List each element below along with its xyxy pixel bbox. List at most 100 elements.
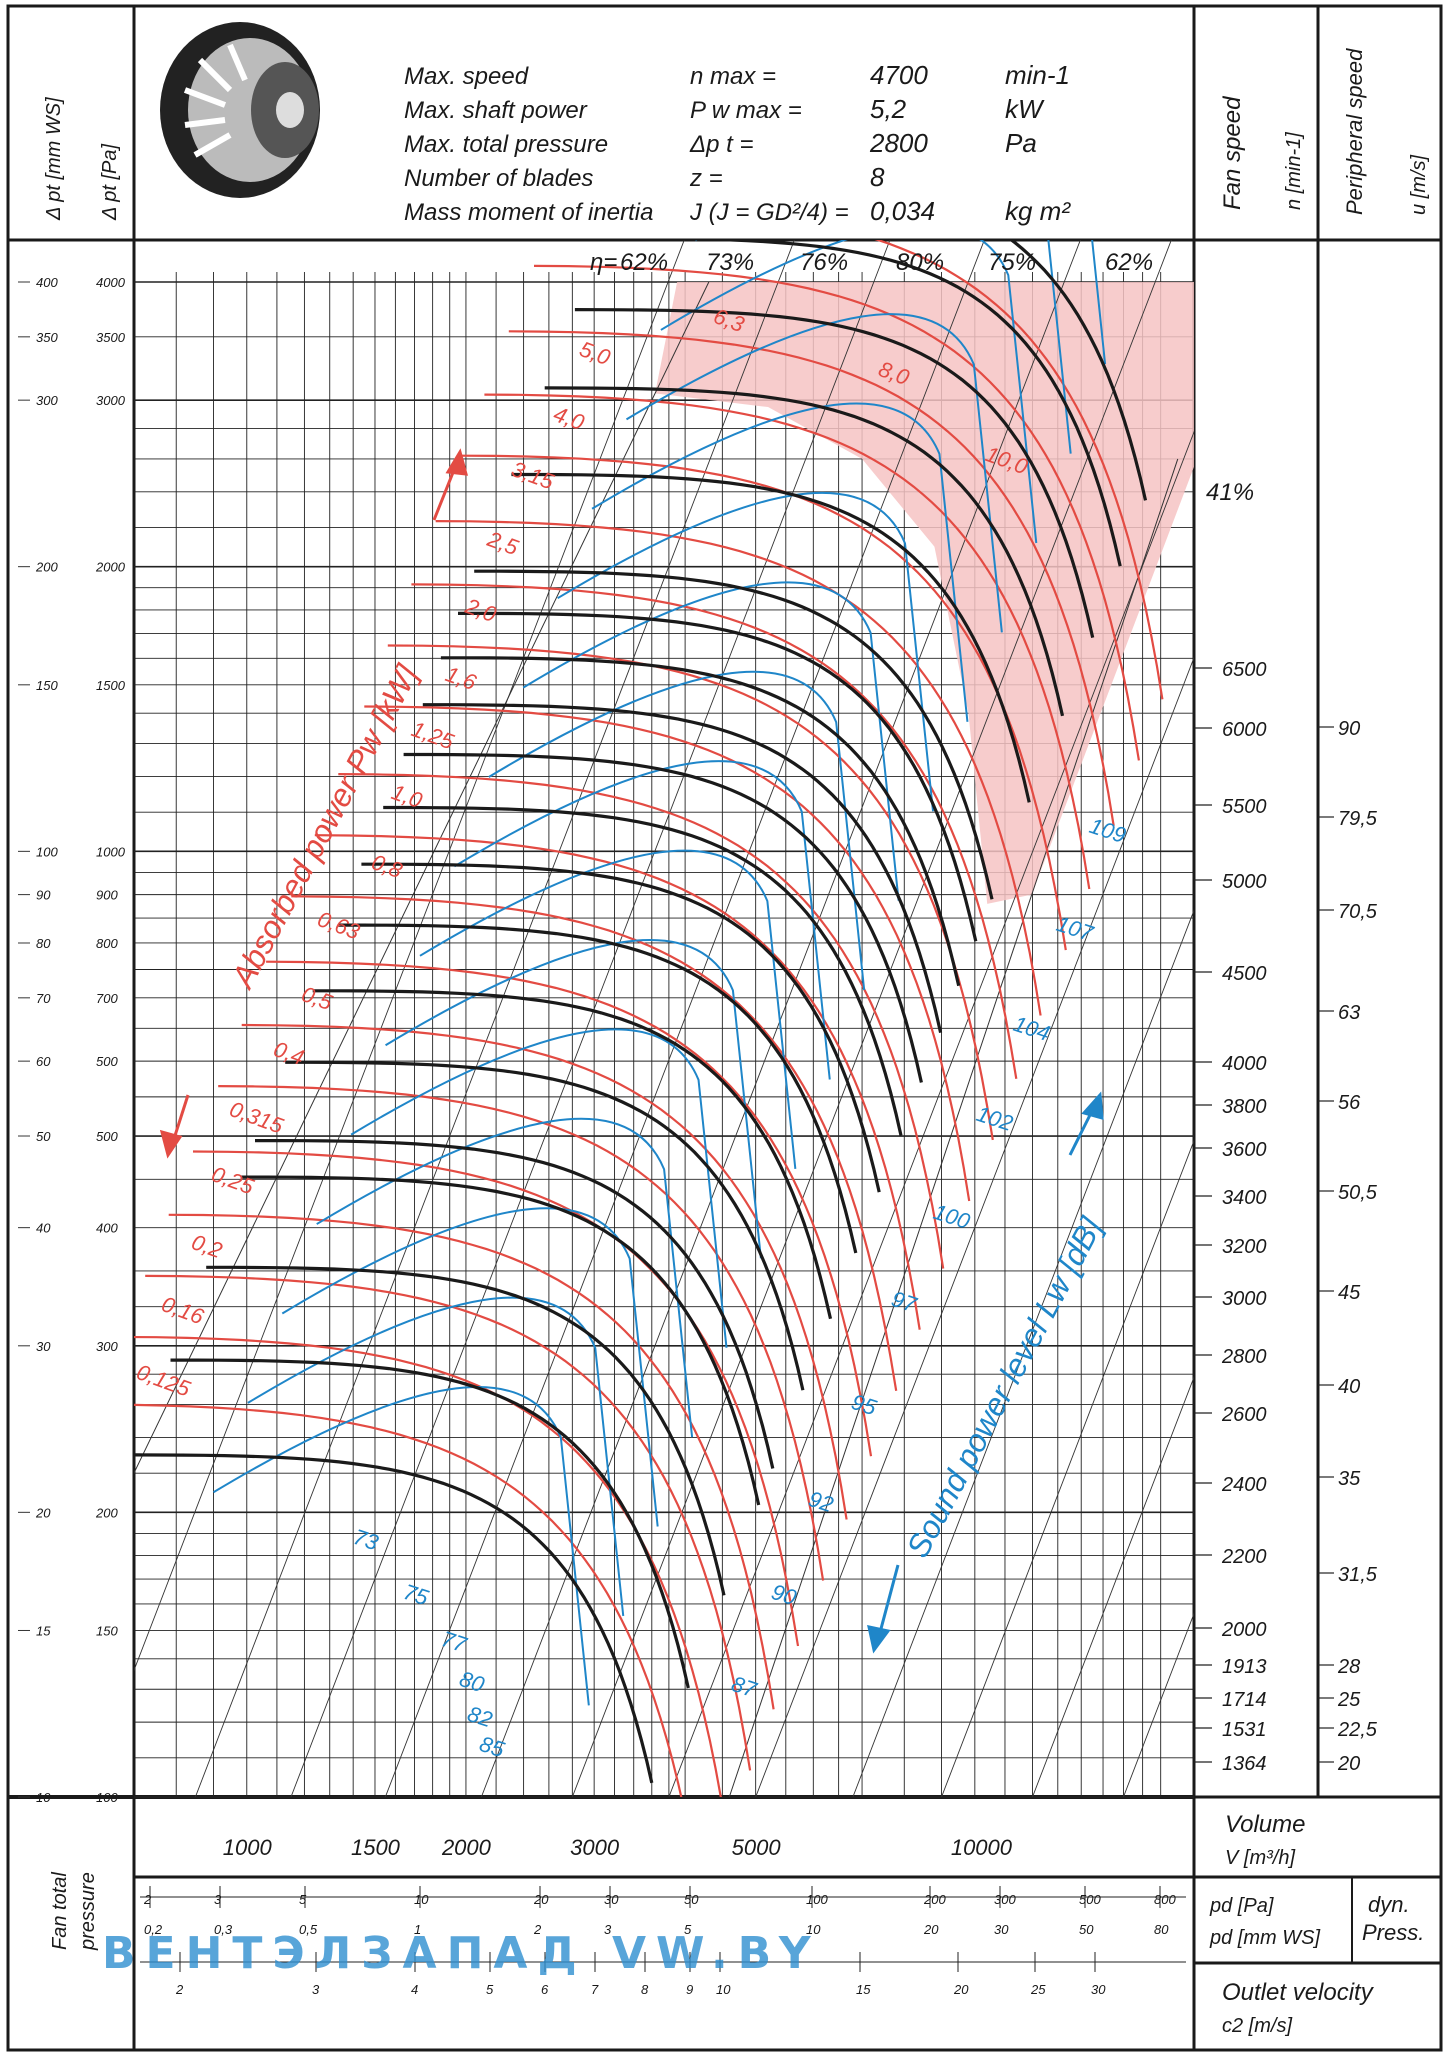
dyn-mmws-tick-label: 10 — [806, 1922, 821, 1937]
power-label: 0,8 — [368, 849, 406, 883]
spec-table: Max. speed Max. shaft power Max. total p… — [404, 60, 1071, 226]
power-curve — [460, 454, 1067, 951]
volume-label: Volume — [1225, 1811, 1305, 1838]
velocity-tick-label: 3 — [312, 1982, 320, 1997]
speed-curve — [338, 923, 858, 1254]
left-pa-tick-label: 3500 — [96, 330, 126, 345]
power-label: 3,15 — [508, 456, 558, 494]
spec-value-3: 8 — [870, 162, 885, 192]
left-pa-tick-label: 100 — [96, 1790, 118, 1805]
left-mmws-tick-label: 15 — [36, 1623, 51, 1638]
dyn-pa-tick-label: 20 — [533, 1892, 549, 1907]
left-axis-pa-label: Δ pt [Pa] — [99, 144, 121, 221]
dyn-pa-tick-label: 30 — [604, 1892, 619, 1907]
dyn-pa-tick-label: 10 — [414, 1892, 429, 1907]
pd-mmws-label: pd [mm WS] — [1209, 1927, 1320, 1949]
sound-curve — [660, 240, 1038, 544]
left-boundary — [134, 281, 710, 1475]
spec-symbol-1: P w max = — [690, 97, 802, 124]
power-label: 1,6 — [442, 661, 480, 695]
speed-curve — [511, 472, 1031, 803]
power-label: 2,0 — [461, 593, 500, 628]
power-curve — [484, 393, 1091, 890]
efficiency-line — [384, 240, 985, 1797]
power-curve — [168, 1213, 775, 1710]
peripheral-tick-label: 70,5 — [1338, 901, 1378, 923]
frame — [6, 4, 1443, 2052]
left-mmws-tick-label: 400 — [36, 275, 58, 290]
power-curve — [338, 773, 945, 1269]
velocity-tick-label: 7 — [591, 1982, 599, 1997]
fan-speed-tick-label: 2800 — [1221, 1346, 1267, 1368]
spec-unit-2: Pa — [1005, 128, 1037, 158]
left-mmws-tick-label: 60 — [36, 1054, 51, 1069]
fan-speed-tick-label: 3200 — [1222, 1236, 1267, 1258]
velocity-tick-label: 6 — [541, 1982, 549, 1997]
efficiency-line — [480, 240, 1081, 1797]
efficiency-line — [1209, 0, 1449, 1797]
efficiency-2: 76% — [800, 249, 848, 276]
sound-curves — [212, 240, 1107, 1706]
power-curve — [874, 240, 1164, 700]
dyn-pa-tick-label: 2 — [143, 1892, 152, 1907]
dyn-mmws-tick-label: 1 — [414, 1922, 421, 1937]
spec-symbol-0: n max = — [690, 63, 776, 90]
spec-label-1: Max. shaft power — [404, 97, 588, 124]
efficiency-41: 41% — [1206, 479, 1254, 506]
efficiency-prefix: η= — [590, 249, 617, 276]
spec-value-4: 0,034 — [870, 196, 935, 226]
fan-speed-tick-label: 2400 — [1221, 1474, 1267, 1496]
speed-curve — [474, 569, 994, 900]
fan-speed-tick-label: 6500 — [1222, 659, 1267, 681]
fan-speed-tick-label: 1531 — [1222, 1719, 1267, 1741]
fan-speed-label: Fan speed — [1219, 96, 1246, 210]
volume-tick-label: 2000 — [441, 1835, 492, 1860]
spec-label-4: Mass moment of inertia — [404, 199, 653, 226]
spec-unit-4: kg m² — [1005, 196, 1071, 226]
dyn-mmws-tick-label: 0,5 — [299, 1922, 318, 1937]
sound-curve — [385, 939, 762, 1259]
dyn-mmws-tick-label: 80 — [1154, 1922, 1169, 1937]
speed-curve — [134, 1453, 654, 1784]
fan-speed-tick-label: 2600 — [1221, 1404, 1267, 1426]
peripheral-tick-label: 79,5 — [1338, 808, 1378, 830]
sound-curve — [522, 581, 900, 901]
left-mmws-tick-label: 80 — [36, 936, 51, 951]
efficiency-5: 62% — [1105, 249, 1153, 276]
peripheral-tick-label: 20 — [1337, 1753, 1360, 1775]
sound-label: 73 — [350, 1524, 382, 1556]
speed-curve — [361, 862, 881, 1193]
volume-axis: Volume V [m³/h] — [1225, 1811, 1305, 1869]
power-arrows — [159, 448, 469, 1159]
left-pa-tick-label: 300 — [96, 1339, 118, 1354]
dyn-label: dyn. — [1368, 1892, 1410, 1917]
left-axis-mmws-label: Δ pt [mm WS] — [43, 97, 65, 221]
spec-unit-1: kW — [1005, 94, 1045, 124]
peripheral-tick-label: 50,5 — [1338, 1182, 1378, 1204]
dyn-mmws-tick-label: 3 — [604, 1922, 612, 1937]
dyn-pa-tick-label: 200 — [923, 1892, 946, 1907]
left-mmws-tick-label: 50 — [36, 1129, 51, 1144]
spec-symbol-3: z = — [689, 165, 723, 192]
sound-label: 75 — [400, 1579, 432, 1611]
speed-curve — [458, 611, 978, 942]
outlet-velocity-label: Outlet velocity — [1222, 1979, 1375, 2006]
power-label: 0,25 — [208, 1161, 258, 1199]
sound-label: 95 — [848, 1389, 880, 1421]
left-pa-tick-label: 2000 — [95, 560, 126, 575]
volume-unit: V [m³/h] — [1225, 1847, 1295, 1869]
impeller-icon — [160, 22, 320, 198]
fan-speed-unit: n [min-1] — [1283, 132, 1305, 210]
fan-speed-tick-label: 3000 — [1222, 1288, 1267, 1310]
velocity-tick-label: 15 — [856, 1982, 871, 1997]
left-pa-tick-label: 1500 — [96, 678, 126, 693]
left-mmws-tick-label: 90 — [36, 888, 51, 903]
left-pa-tick-label: 800 — [96, 936, 118, 951]
left-pa-tick-label: 900 — [96, 888, 118, 903]
left-mmws-tick-label: 30 — [36, 1339, 51, 1354]
efficiency-line — [668, 430, 1194, 1797]
sound-label: 104 — [1010, 1011, 1053, 1046]
speed-curve — [383, 805, 903, 1136]
velocity-tick-label: 20 — [953, 1982, 969, 1997]
speed-curve — [403, 752, 923, 1083]
